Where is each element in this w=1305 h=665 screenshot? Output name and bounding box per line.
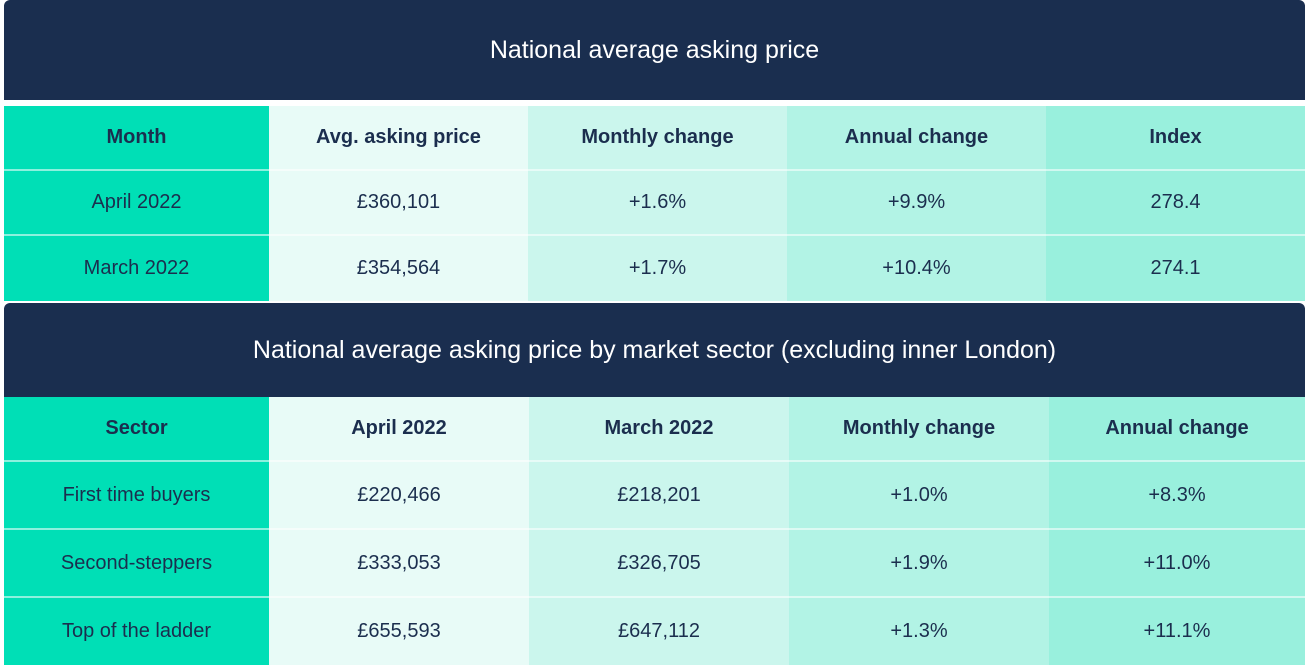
column-annual-change: Annual change +9.9% +10.4% — [786, 106, 1046, 301]
market-sector-table: Sector First time buyers Second-steppers… — [4, 397, 1305, 665]
table-cell: March 2022 — [83, 257, 190, 279]
column-monthly-change: Monthly change +1.6% +1.7% — [527, 106, 787, 301]
header-monthly-change: Monthly change — [789, 397, 1049, 462]
header-month: Month — [4, 106, 269, 171]
table-cell: +11.0% — [1049, 530, 1305, 598]
table-cell: £326,705 — [529, 530, 789, 598]
header-annual-change: Annual change — [786, 106, 1046, 171]
table-cell: +10.4% — [882, 257, 951, 279]
header-april-2022: April 2022 — [269, 397, 529, 462]
table-cell: +1.6% — [527, 171, 787, 236]
table-cell: +1.7% — [628, 257, 687, 279]
column-avg-asking-price: Avg. asking price £360,101 £354,564 — [268, 106, 528, 301]
table-cell: 274.1 — [1150, 257, 1201, 279]
header-index: Index — [1045, 106, 1305, 171]
column-index: Index 278.4 274.1 — [1045, 106, 1305, 301]
table-cell: £655,593 — [357, 620, 441, 642]
table-cell: Second-steppers — [4, 530, 269, 598]
table-cell: Top of the ladder — [62, 620, 211, 642]
asking-price-table: Month April 2022 March 2022 Avg. asking … — [4, 106, 1305, 301]
table-cell: £354,564 — [356, 257, 441, 279]
header-annual-change: Annual change — [1049, 397, 1305, 462]
column-monthly-change: Monthly change +1.0% +1.9% +1.3% — [789, 397, 1049, 665]
table-cell: £360,101 — [268, 171, 528, 236]
table-cell: +1.3% — [890, 620, 948, 642]
column-annual-change: Annual change +8.3% +11.0% +11.1% — [1049, 397, 1305, 665]
column-march-2022: March 2022 £218,201 £326,705 £647,112 — [529, 397, 789, 665]
column-month: Month April 2022 March 2022 — [4, 106, 269, 301]
header-sector: Sector — [4, 397, 269, 462]
table-cell: +1.0% — [789, 462, 1049, 530]
header-march-2022: March 2022 — [529, 397, 789, 462]
header-monthly-change: Monthly change — [527, 106, 787, 171]
table-cell: £220,466 — [269, 462, 529, 530]
table-cell: +11.1% — [1143, 620, 1211, 642]
column-sector: Sector First time buyers Second-steppers… — [4, 397, 269, 665]
table-cell: 278.4 — [1045, 171, 1305, 236]
table-cell: £218,201 — [529, 462, 789, 530]
table-cell: £647,112 — [618, 620, 700, 642]
table2-title: National average asking price by market … — [4, 303, 1305, 397]
table-cell: +1.9% — [789, 530, 1049, 598]
table-cell: +9.9% — [786, 171, 1046, 236]
table-cell: April 2022 — [4, 171, 269, 236]
header-avg-asking-price: Avg. asking price — [268, 106, 528, 171]
table1-title: National average asking price — [4, 0, 1305, 100]
table-cell: First time buyers — [4, 462, 269, 530]
table-cell: £333,053 — [269, 530, 529, 598]
table-cell: +8.3% — [1049, 462, 1305, 530]
column-april-2022: April 2022 £220,466 £333,053 £655,593 — [269, 397, 529, 665]
